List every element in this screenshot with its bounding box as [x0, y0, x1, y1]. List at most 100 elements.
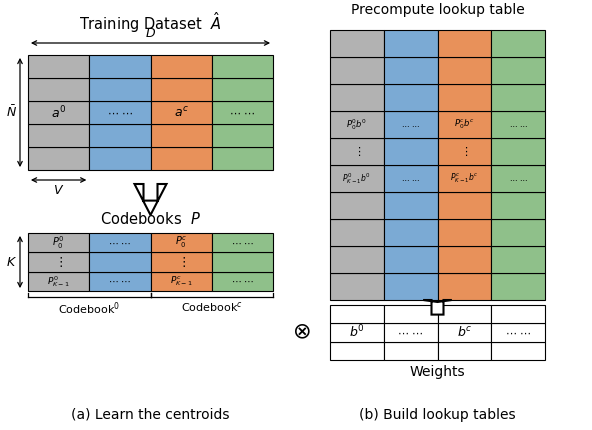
Text: $\vdots$: $\vdots$: [353, 145, 361, 158]
Bar: [384, 342, 437, 360]
Bar: [330, 219, 384, 246]
Bar: [150, 233, 212, 252]
Bar: [491, 30, 545, 57]
Bar: [384, 219, 437, 246]
Text: $\cdots\ \cdots$: $\cdots\ \cdots$: [231, 238, 254, 248]
Bar: [212, 55, 273, 78]
Bar: [437, 111, 491, 138]
Bar: [330, 323, 384, 342]
Bar: [212, 233, 273, 252]
Bar: [330, 30, 384, 57]
Bar: [28, 272, 89, 291]
Bar: [89, 78, 150, 101]
Bar: [384, 165, 437, 192]
Bar: [89, 101, 150, 124]
Bar: [150, 78, 212, 101]
Bar: [28, 233, 89, 252]
Bar: [89, 272, 150, 291]
Text: $\cdots\ \cdots$: $\cdots\ \cdots$: [509, 174, 527, 183]
Text: $P_0^c$: $P_0^c$: [175, 235, 187, 250]
Bar: [150, 147, 212, 170]
Bar: [491, 84, 545, 111]
Text: $\cdots\ \cdots$: $\cdots\ \cdots$: [505, 328, 532, 338]
Bar: [150, 124, 212, 147]
Text: $\cdots\ \cdots$: $\cdots\ \cdots$: [401, 120, 420, 129]
Bar: [212, 101, 273, 124]
Text: $\cdots\ \cdots$: $\cdots\ \cdots$: [108, 276, 131, 286]
Text: (b) Build lookup tables: (b) Build lookup tables: [359, 408, 516, 422]
Bar: [330, 57, 384, 84]
Text: $P_{K-1}^0 b^0$: $P_{K-1}^0 b^0$: [342, 171, 371, 186]
Text: $b^0$: $b^0$: [349, 324, 365, 341]
Bar: [384, 57, 437, 84]
Bar: [491, 192, 545, 219]
Bar: [437, 30, 491, 57]
Bar: [384, 111, 437, 138]
Bar: [437, 57, 491, 84]
Bar: [437, 342, 491, 360]
Text: $\otimes$: $\otimes$: [292, 322, 311, 344]
Text: $\cdots\ \cdots$: $\cdots\ \cdots$: [397, 328, 424, 338]
Bar: [330, 111, 384, 138]
Bar: [491, 246, 545, 273]
Bar: [212, 78, 273, 101]
Bar: [330, 138, 384, 165]
Bar: [89, 147, 150, 170]
Bar: [384, 192, 437, 219]
Bar: [491, 323, 545, 342]
Bar: [384, 30, 437, 57]
Bar: [212, 147, 273, 170]
Text: $\cdots\ \cdots$: $\cdots\ \cdots$: [108, 238, 131, 248]
Text: $\vdots$: $\vdots$: [461, 145, 468, 158]
Text: $\cdots\ \cdots$: $\cdots\ \cdots$: [509, 120, 527, 129]
Bar: [384, 246, 437, 273]
Text: $P_0^0 b^0$: $P_0^0 b^0$: [346, 117, 368, 132]
Bar: [437, 273, 491, 300]
Text: $\vdots$: $\vdots$: [176, 255, 185, 269]
Polygon shape: [134, 184, 166, 215]
Bar: [28, 252, 89, 272]
Text: $P_{K-1}^c$: $P_{K-1}^c$: [170, 275, 192, 288]
Bar: [384, 138, 437, 165]
Bar: [491, 111, 545, 138]
Text: $P_{K-1}^0$: $P_{K-1}^0$: [47, 274, 70, 289]
Bar: [437, 138, 491, 165]
Bar: [437, 305, 491, 323]
Text: (a) Learn the centroids: (a) Learn the centroids: [71, 408, 230, 422]
Bar: [491, 342, 545, 360]
Text: $K$: $K$: [6, 255, 17, 268]
Bar: [491, 138, 545, 165]
Text: Codebook$^c$: Codebook$^c$: [181, 300, 243, 314]
Bar: [89, 252, 150, 272]
Bar: [28, 147, 89, 170]
Text: $a^c$: $a^c$: [173, 105, 189, 120]
Text: Weights: Weights: [410, 365, 465, 379]
Polygon shape: [423, 300, 452, 315]
Bar: [491, 219, 545, 246]
Bar: [437, 219, 491, 246]
Text: $a^0$: $a^0$: [51, 104, 66, 121]
Bar: [28, 124, 89, 147]
Bar: [28, 101, 89, 124]
Bar: [330, 84, 384, 111]
Bar: [437, 84, 491, 111]
Bar: [89, 55, 150, 78]
Bar: [384, 323, 437, 342]
Bar: [150, 272, 212, 291]
Bar: [384, 273, 437, 300]
Bar: [437, 246, 491, 273]
Text: $\bar{N}$: $\bar{N}$: [6, 105, 17, 120]
Text: $\vdots$: $\vdots$: [54, 255, 63, 269]
Bar: [28, 78, 89, 101]
Bar: [330, 165, 384, 192]
Bar: [212, 272, 273, 291]
Bar: [437, 323, 491, 342]
Text: $\cdots\ \cdots$: $\cdots\ \cdots$: [107, 108, 133, 117]
Bar: [491, 305, 545, 323]
Bar: [437, 165, 491, 192]
Text: $P_0^c b^c$: $P_0^c b^c$: [454, 118, 475, 131]
Bar: [330, 246, 384, 273]
Bar: [150, 101, 212, 124]
Bar: [330, 342, 384, 360]
Text: $\cdots\ \cdots$: $\cdots\ \cdots$: [231, 276, 254, 286]
